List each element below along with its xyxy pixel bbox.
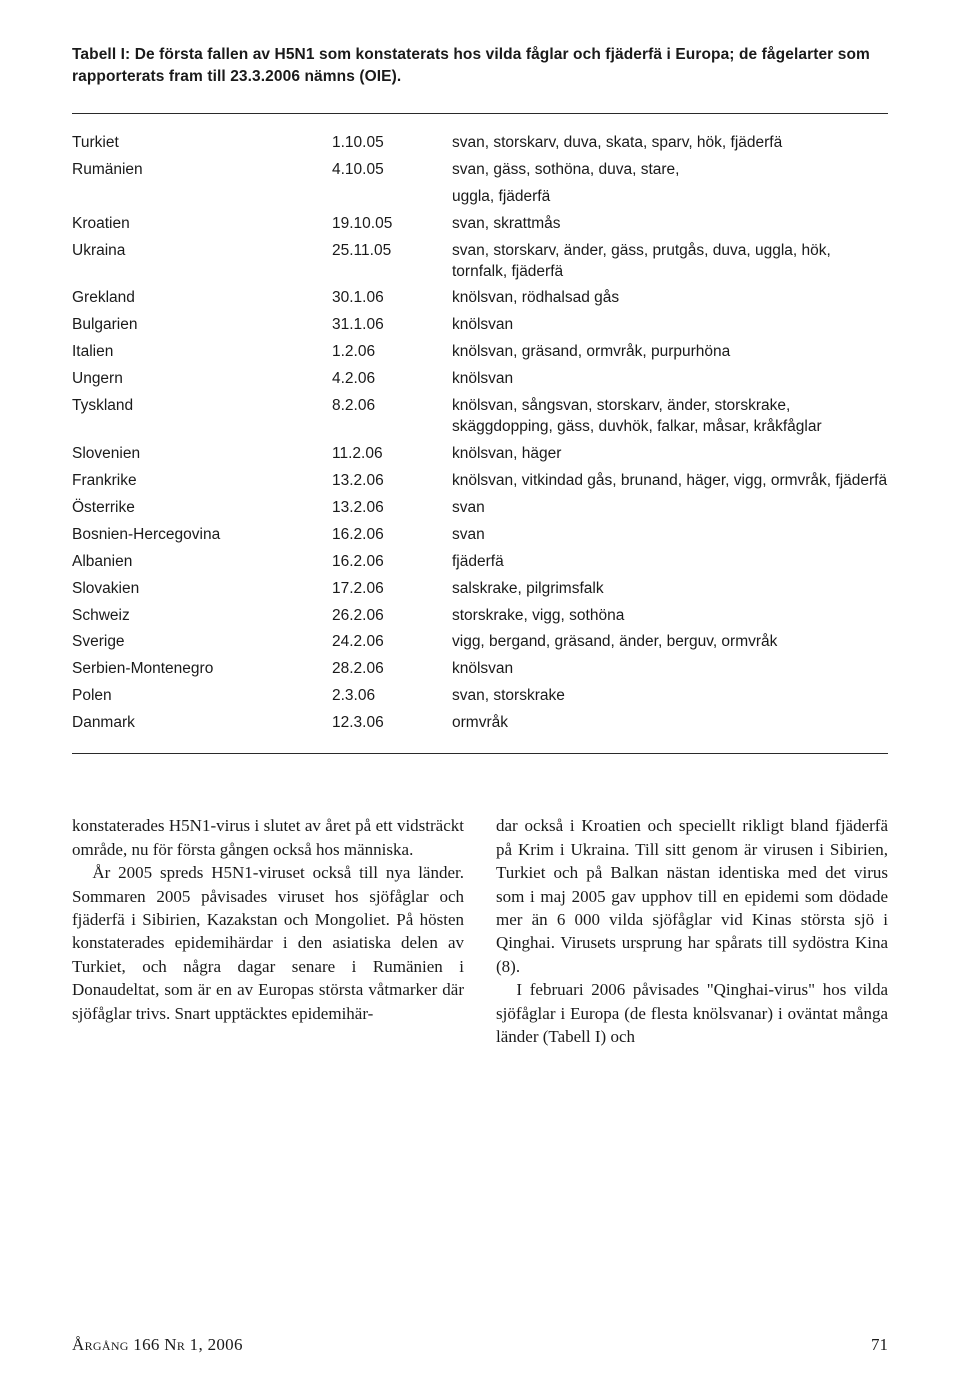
- cell-date: 4.10.05: [332, 157, 452, 184]
- body-paragraph: I februari 2006 påvisades "Qinghai-virus…: [496, 978, 888, 1048]
- cell-species: svan, storskrake: [452, 683, 888, 710]
- cell-species: svan, skrattmås: [452, 211, 888, 238]
- table-row: Österrike13.2.06svan: [72, 495, 888, 522]
- cell-species: knölsvan: [452, 312, 888, 339]
- table-row: Kroatien19.10.05svan, skrattmås: [72, 211, 888, 238]
- table-row: Bulgarien31.1.06knölsvan: [72, 312, 888, 339]
- cell-date: 12.3.06: [332, 710, 452, 737]
- table-row: Italien1.2.06knölsvan, gräsand, ormvråk,…: [72, 339, 888, 366]
- cell-species: vigg, bergand, gräsand, änder, berguv, o…: [452, 629, 888, 656]
- table-row: Danmark12.3.06ormvråk: [72, 710, 888, 737]
- cell-date: 4.2.06: [332, 366, 452, 393]
- cell-country: Ukraina: [72, 238, 332, 286]
- cell-date: 24.2.06: [332, 629, 452, 656]
- cell-date: [332, 184, 452, 211]
- table-row: Grekland30.1.06knölsvan, rödhalsad gås: [72, 285, 888, 312]
- table-row: Schweiz26.2.06storskrake, vigg, sothöna: [72, 603, 888, 630]
- table-row: Frankrike13.2.06knölsvan, vitkindad gås,…: [72, 468, 888, 495]
- table-row: Slovenien11.2.06knölsvan, häger: [72, 441, 888, 468]
- cell-country: Bosnien-Hercegovina: [72, 522, 332, 549]
- cell-country: Italien: [72, 339, 332, 366]
- body-text: konstaterades H5N1-virus i slutet av åre…: [72, 814, 888, 1049]
- table-row: Bosnien-Hercegovina16.2.06svan: [72, 522, 888, 549]
- cell-date: 13.2.06: [332, 495, 452, 522]
- cell-country: [72, 184, 332, 211]
- body-column-right: dar också i Kroatien och speciellt rikli…: [496, 814, 888, 1049]
- cell-date: 28.2.06: [332, 656, 452, 683]
- cell-date: 30.1.06: [332, 285, 452, 312]
- cell-species: knölsvan, sångsvan, storskarv, änder, st…: [452, 393, 888, 441]
- cell-country: Kroatien: [72, 211, 332, 238]
- table-row: Polen2.3.06svan, storskrake: [72, 683, 888, 710]
- cell-species: ormvråk: [452, 710, 888, 737]
- body-column-left: konstaterades H5N1-virus i slutet av åre…: [72, 814, 464, 1049]
- cell-country: Frankrike: [72, 468, 332, 495]
- cell-species: salskrake, pilgrimsfalk: [452, 576, 888, 603]
- cell-country: Albanien: [72, 549, 332, 576]
- table-row: Turkiet1.10.05svan, storskarv, duva, ska…: [72, 130, 888, 157]
- cell-country: Grekland: [72, 285, 332, 312]
- cell-species: svan, storskarv, änder, gäss, prut­gås, …: [452, 238, 888, 286]
- cell-country: Polen: [72, 683, 332, 710]
- cell-species: knölsvan, häger: [452, 441, 888, 468]
- cell-species: svan: [452, 495, 888, 522]
- cell-country: Rumänien: [72, 157, 332, 184]
- table-wrap: Turkiet1.10.05svan, storskarv, duva, ska…: [72, 113, 888, 754]
- cell-date: 2.3.06: [332, 683, 452, 710]
- cell-species: svan, storskarv, duva, skata, sparv, hök…: [452, 130, 888, 157]
- cell-country: Sverige: [72, 629, 332, 656]
- body-paragraph: År 2005 spreds H5N1-viruset också till n…: [72, 861, 464, 1025]
- table-row: Albanien16.2.06fjäderfä: [72, 549, 888, 576]
- page: Tabell I: De första fallen av H5N1 som k…: [0, 0, 960, 1383]
- cell-date: 31.1.06: [332, 312, 452, 339]
- cell-date: 26.2.06: [332, 603, 452, 630]
- cell-species: storskrake, vigg, sothöna: [452, 603, 888, 630]
- cell-date: 25.11.05: [332, 238, 452, 286]
- cell-species: knölsvan: [452, 656, 888, 683]
- body-paragraph: dar också i Kroatien och speciellt rikli…: [496, 814, 888, 978]
- cell-country: Österrike: [72, 495, 332, 522]
- cell-country: Danmark: [72, 710, 332, 737]
- body-paragraph: konstaterades H5N1-virus i slutet av åre…: [72, 814, 464, 861]
- table-row: uggla, fjäderfä: [72, 184, 888, 211]
- cell-species: knölsvan, gräsand, ormvråk, purpurhöna: [452, 339, 888, 366]
- cell-date: 19.10.05: [332, 211, 452, 238]
- cell-date: 16.2.06: [332, 522, 452, 549]
- cell-date: 17.2.06: [332, 576, 452, 603]
- cell-species: knölsvan: [452, 366, 888, 393]
- page-number: 71: [871, 1335, 888, 1355]
- running-head: Årgång 166 Nr 1, 2006: [72, 1335, 243, 1355]
- cell-country: Bulgarien: [72, 312, 332, 339]
- table-row: Slovakien17.2.06salskrake, pilgrimsfalk: [72, 576, 888, 603]
- cell-species: knölsvan, vitkindad gås, brunand, häger,…: [452, 468, 888, 495]
- cell-country: Serbien-Montenegro: [72, 656, 332, 683]
- cell-species: uggla, fjäderfä: [452, 184, 888, 211]
- cell-date: 1.2.06: [332, 339, 452, 366]
- table-row: Sverige24.2.06vigg, bergand, gräsand, än…: [72, 629, 888, 656]
- cell-date: 8.2.06: [332, 393, 452, 441]
- table-row: Rumänien4.10.05svan, gäss, sothöna, duva…: [72, 157, 888, 184]
- cell-country: Tyskland: [72, 393, 332, 441]
- data-table: Turkiet1.10.05svan, storskarv, duva, ska…: [72, 130, 888, 737]
- cell-species: fjäderfä: [452, 549, 888, 576]
- table-row: Ukraina25.11.05svan, storskarv, änder, g…: [72, 238, 888, 286]
- cell-species: svan, gäss, sothöna, duva, stare,: [452, 157, 888, 184]
- cell-date: 11.2.06: [332, 441, 452, 468]
- cell-species: svan: [452, 522, 888, 549]
- table-row: Ungern4.2.06knölsvan: [72, 366, 888, 393]
- page-footer: Årgång 166 Nr 1, 2006 71: [72, 1335, 888, 1355]
- cell-country: Ungern: [72, 366, 332, 393]
- cell-country: Turkiet: [72, 130, 332, 157]
- cell-country: Slovakien: [72, 576, 332, 603]
- cell-date: 13.2.06: [332, 468, 452, 495]
- table-row: Tyskland8.2.06knölsvan, sångsvan, storsk…: [72, 393, 888, 441]
- cell-species: knölsvan, rödhalsad gås: [452, 285, 888, 312]
- table-row: Serbien-Montenegro28.2.06knölsvan: [72, 656, 888, 683]
- cell-country: Slovenien: [72, 441, 332, 468]
- cell-date: 16.2.06: [332, 549, 452, 576]
- cell-date: 1.10.05: [332, 130, 452, 157]
- table-caption: Tabell I: De första fallen av H5N1 som k…: [72, 44, 888, 89]
- data-table-body: Turkiet1.10.05svan, storskarv, duva, ska…: [72, 130, 888, 737]
- cell-country: Schweiz: [72, 603, 332, 630]
